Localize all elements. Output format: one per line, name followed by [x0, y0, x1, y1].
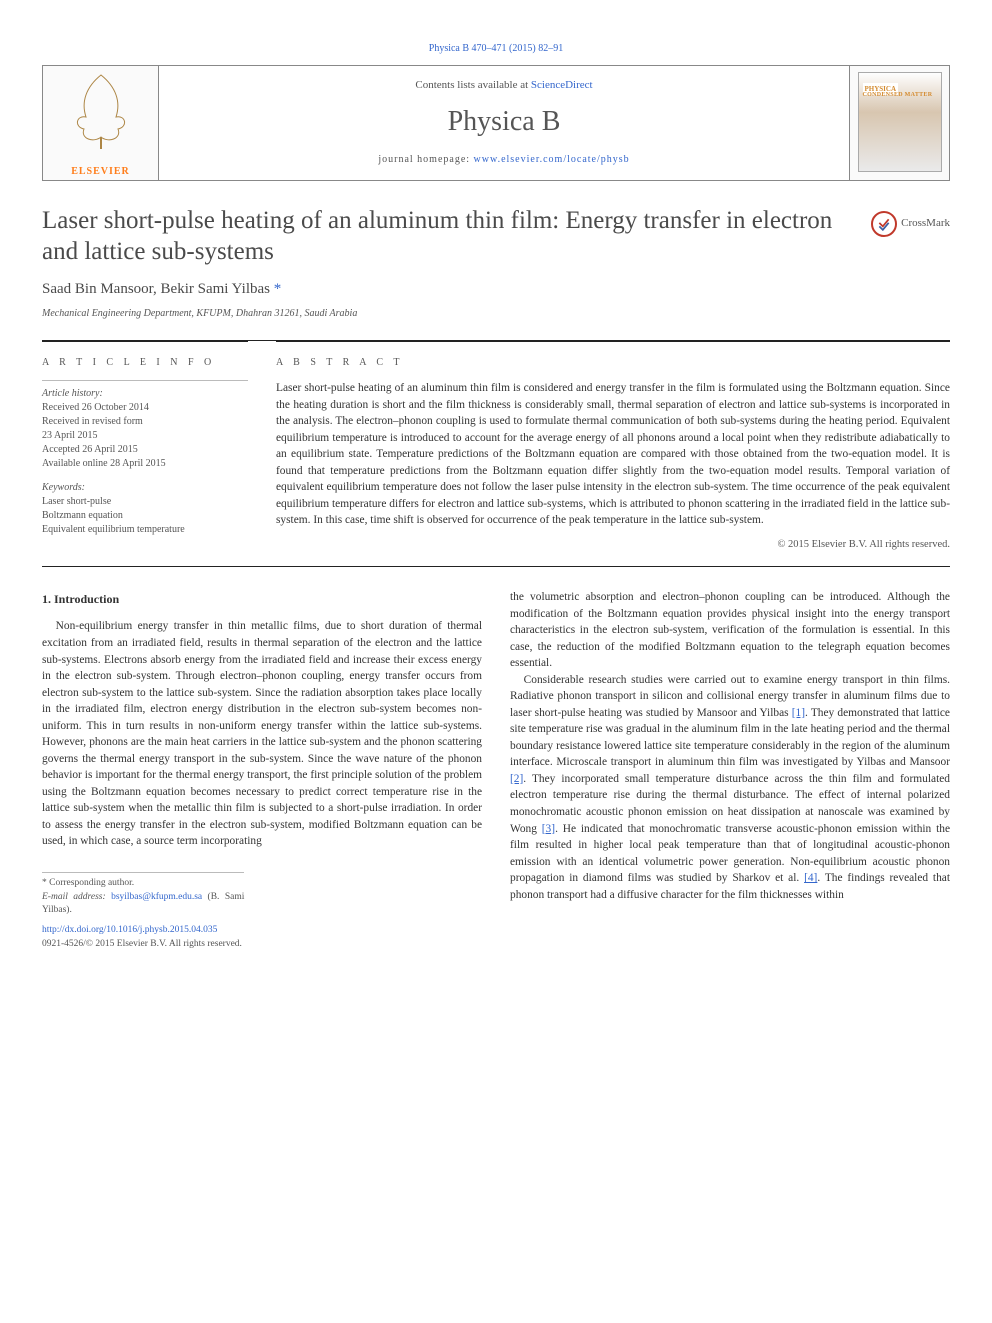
masthead-center: Contents lists available at ScienceDirec…	[159, 66, 849, 180]
citation-link[interactable]: [3]	[542, 823, 555, 835]
citation-link[interactable]: [2]	[510, 773, 523, 785]
contents-prefix: Contents lists available at	[415, 79, 530, 91]
author-list: Saad Bin Mansoor, Bekir Sami Yilbas *	[42, 279, 950, 301]
cover-label-cm: CONDENSED MATTER	[863, 91, 933, 100]
running-head: Physica B 470–471 (2015) 82–91	[42, 38, 950, 57]
keyword: Laser short-pulse	[42, 495, 248, 509]
keyword: Equivalent equilibrium temperature	[42, 523, 248, 537]
elsevier-logo: ELSEVIER	[66, 67, 136, 179]
history-heading: Article history:	[42, 387, 248, 401]
doi-link[interactable]: http://dx.doi.org/10.1016/j.physb.2015.0…	[42, 925, 217, 935]
crossmark-label: CrossMark	[901, 216, 950, 232]
cover-cell: PHYSICA CONDENSED MATTER	[849, 66, 949, 180]
crossmark-badge[interactable]: CrossMark	[871, 211, 950, 237]
history-line: Received in revised form	[42, 415, 248, 429]
issn-line: 0921-4526/© 2015 Elsevier B.V. All right…	[42, 938, 482, 952]
keywords-heading: Keywords:	[42, 481, 248, 495]
abstract-label: A B S T R A C T	[276, 356, 950, 371]
running-head-link[interactable]: Physica B 470–471 (2015) 82–91	[429, 43, 563, 54]
abstract-column: A B S T R A C T Laser short-pulse heatin…	[276, 341, 950, 553]
crossmark-icon	[871, 211, 897, 237]
body-para: Considerable research studies were carri…	[510, 672, 950, 903]
email-label: E-mail address:	[42, 892, 111, 902]
meta-abstract-row: A R T I C L E I N F O Article history: R…	[42, 341, 950, 567]
homepage-line: journal homepage: www.elsevier.com/locat…	[167, 153, 841, 168]
history-line: Available online 28 April 2015	[42, 457, 248, 471]
corr-author-note: * Corresponding author.	[42, 877, 244, 891]
abstract-text: Laser short-pulse heating of an aluminum…	[276, 380, 950, 529]
body-columns: 1. Introduction Non-equilibrium energy t…	[42, 589, 950, 952]
article-info-column: A R T I C L E I N F O Article history: R…	[42, 341, 248, 553]
masthead: ELSEVIER Contents lists available at Sci…	[42, 65, 950, 181]
article-history: Article history: Received 26 October 201…	[42, 380, 248, 471]
authors-text: Saad Bin Mansoor, Bekir Sami Yilbas	[42, 281, 270, 297]
article-title: Laser short-pulse heating of an aluminum…	[42, 205, 859, 268]
body-para: Non-equilibrium energy transfer in thin …	[42, 618, 482, 849]
corresponding-marker[interactable]: *	[274, 281, 282, 297]
keyword: Boltzmann equation	[42, 509, 248, 523]
journal-name: Physica B	[167, 102, 841, 143]
history-line: Accepted 26 April 2015	[42, 443, 248, 457]
keywords-block: Keywords: Laser short-pulse Boltzmann eq…	[42, 481, 248, 537]
elsevier-tree-icon	[66, 67, 136, 157]
email-link[interactable]: bsyilbas@kfupm.edu.sa	[111, 892, 202, 902]
homepage-link[interactable]: www.elsevier.com/locate/physb	[474, 154, 630, 165]
publisher-logo-cell: ELSEVIER	[43, 66, 159, 180]
history-line: Received 26 October 2014	[42, 401, 248, 415]
contents-line: Contents lists available at ScienceDirec…	[167, 78, 841, 94]
cover-thumbnail: PHYSICA CONDENSED MATTER	[858, 72, 942, 172]
body-para: the volumetric absorption and electron–p…	[510, 589, 950, 672]
doi-block: http://dx.doi.org/10.1016/j.physb.2015.0…	[42, 924, 482, 952]
section-heading-1: 1. Introduction	[42, 591, 482, 608]
homepage-prefix: journal homepage:	[378, 154, 473, 165]
citation-link[interactable]: [4]	[804, 872, 817, 884]
affiliation: Mechanical Engineering Department, KFUPM…	[42, 307, 950, 322]
citation-link[interactable]: [1]	[792, 707, 805, 719]
publisher-name: ELSEVIER	[66, 165, 136, 180]
copyright-line: © 2015 Elsevier B.V. All rights reserved…	[276, 537, 950, 552]
page: Physica B 470–471 (2015) 82–91 ELSEVIER …	[0, 0, 992, 982]
history-line: 23 April 2015	[42, 429, 248, 443]
title-row: Laser short-pulse heating of an aluminum…	[42, 205, 950, 268]
article-info-label: A R T I C L E I N F O	[42, 356, 248, 371]
rule-bottom	[42, 566, 950, 567]
correspondence-footnote: * Corresponding author. E-mail address: …	[42, 872, 244, 918]
email-line: E-mail address: bsyilbas@kfupm.edu.sa (B…	[42, 891, 244, 919]
sciencedirect-link[interactable]: ScienceDirect	[531, 79, 593, 91]
